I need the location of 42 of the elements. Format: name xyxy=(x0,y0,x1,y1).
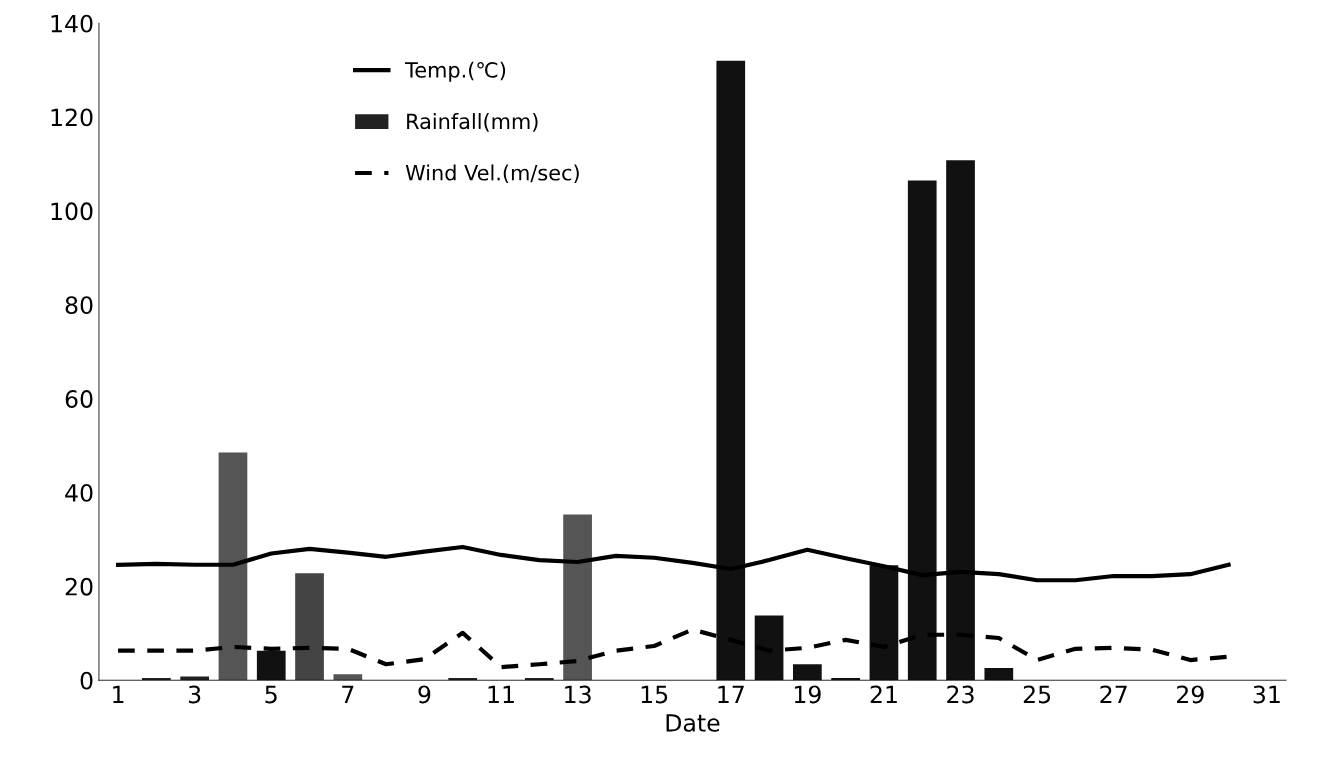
bar xyxy=(563,514,592,681)
bar xyxy=(984,668,1014,681)
bar xyxy=(946,160,975,681)
bar xyxy=(793,664,822,681)
x-tick-label: 11 xyxy=(488,685,514,704)
y-tick-label: 40 xyxy=(65,483,93,502)
y-tick-label: 0 xyxy=(80,671,93,690)
bar xyxy=(907,180,937,681)
legend-label: Temp.(℃) xyxy=(405,61,506,82)
x-tick-label: 7 xyxy=(342,685,354,704)
x-tick-label: 9 xyxy=(418,685,431,704)
y-tick-label: 120 xyxy=(51,108,93,127)
x-tick-label: 29 xyxy=(1177,685,1204,704)
x-tick-label: 5 xyxy=(265,685,277,704)
x-tick-label: 27 xyxy=(1100,685,1127,704)
x-tick-label: 21 xyxy=(870,685,897,704)
x-axis-title: Date xyxy=(666,714,720,732)
bar xyxy=(295,573,324,681)
x-tick-label: 1 xyxy=(113,685,124,704)
bar xyxy=(256,650,286,681)
y-tick-label: 60 xyxy=(65,390,93,408)
x-tick-label: 23 xyxy=(947,685,974,704)
x-tick-label: 31 xyxy=(1253,685,1280,704)
line-series xyxy=(115,544,1231,583)
x-tick-label: 19 xyxy=(794,685,821,704)
bar xyxy=(333,674,363,681)
y-tick-label: 100 xyxy=(51,202,93,221)
x-tick-label: 15 xyxy=(641,685,668,704)
legend-label: Wind Vel.(m/sec) xyxy=(405,164,579,184)
bar xyxy=(869,565,899,681)
y-tick-label: 80 xyxy=(65,296,93,315)
legend-label: Rainfall(mm) xyxy=(407,113,538,132)
bar xyxy=(754,615,784,681)
x-tick-label: 25 xyxy=(1023,685,1051,704)
y-tick-label: 140 xyxy=(51,14,93,33)
x-tick-label: 17 xyxy=(718,685,744,704)
x-tick-label: 13 xyxy=(565,685,591,704)
bar xyxy=(716,60,746,681)
bar xyxy=(180,676,210,681)
bar xyxy=(218,452,248,681)
x-tick-label: 3 xyxy=(188,685,201,704)
y-tick-label: 20 xyxy=(65,577,93,596)
